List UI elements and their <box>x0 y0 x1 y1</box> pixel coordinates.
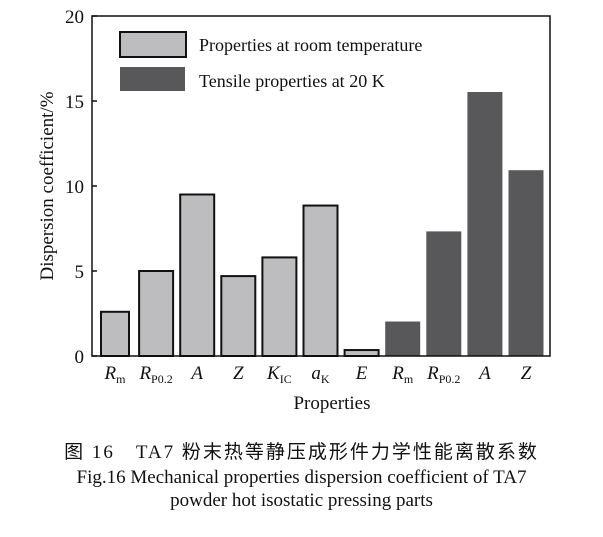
y-axis-label: Dispersion coefficient/% <box>37 91 58 280</box>
legend-swatch-room-temperature <box>119 31 187 58</box>
bar-room-temp-6 <box>343 349 380 357</box>
caption-chinese: 图 16 TA7 粉末热等静压成形件力学性能离散系数 <box>64 442 539 463</box>
bar-room-temp-4 <box>261 256 298 357</box>
y-tick-label: 20 <box>65 7 84 28</box>
y-tick-label: 5 <box>75 262 85 283</box>
legend-swatch-20k <box>120 67 185 91</box>
bar-room-temp-3 <box>220 275 257 358</box>
legend-label-20k: Tensile properties at 20 K <box>199 71 385 91</box>
x-tick-label: Rm <box>391 363 414 386</box>
bar-20k-10 <box>508 170 544 357</box>
bar-room-temp-5 <box>302 204 339 357</box>
legend: Properties at room temperature Tensile p… <box>119 31 422 91</box>
y-tick-label: 15 <box>65 92 84 113</box>
x-tick-label: RP0.2 <box>426 363 460 386</box>
caption-english-line1: Fig.16 Mechanical properties dispersion … <box>76 467 527 488</box>
bar-room-temp-2 <box>179 193 216 357</box>
bar-20k-8 <box>426 231 462 357</box>
x-tick-label: A <box>477 363 491 384</box>
x-tick-label: RP0.2 <box>138 363 172 386</box>
bar-room-temp-0 <box>100 310 130 357</box>
x-tick-label: Z <box>521 363 532 384</box>
bar-chart: Dispersion coefficient/% Properties 0 5 10… <box>37 7 551 414</box>
legend-label-room-temperature: Properties at room temperature <box>199 35 422 55</box>
x-tick-label: E <box>355 363 368 384</box>
x-axis-label: Properties <box>293 393 370 414</box>
x-tick-label: Rm <box>104 363 127 386</box>
x-tick-label: KIC <box>266 363 292 386</box>
caption-english-line2: powder hot isostatic pressing parts <box>170 490 433 511</box>
bar-20k-7 <box>385 321 421 357</box>
y-tick-label: 0 <box>75 347 85 368</box>
x-tick-label: A <box>189 363 203 384</box>
x-tick-label: aK <box>311 363 330 386</box>
y-tick-label: 10 <box>65 177 84 198</box>
x-tick-label: Z <box>233 363 244 384</box>
bar-room-temp-1 <box>138 270 175 357</box>
bar-20k-9 <box>467 92 503 357</box>
